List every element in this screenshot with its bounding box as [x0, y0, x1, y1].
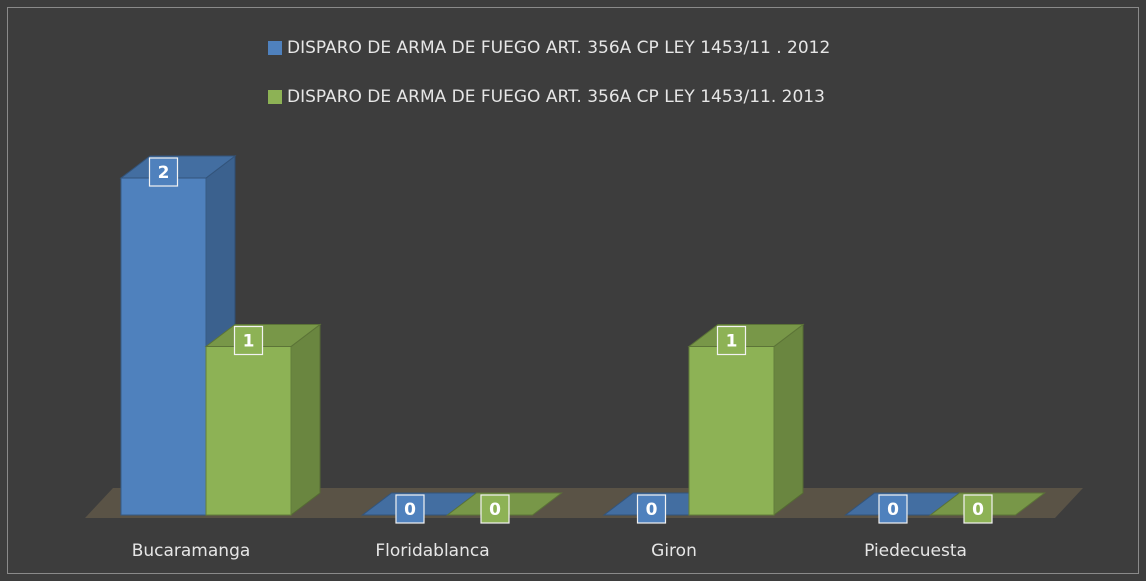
chart-border	[7, 7, 1139, 574]
data-label-box	[636, 494, 667, 524]
legend-label: DISPARO DE ARMA DE FUEGO ART. 356A CP LE…	[287, 87, 825, 107]
legend-swatch	[268, 41, 282, 55]
bar-front	[688, 346, 775, 516]
bar-front	[205, 346, 292, 516]
data-label: 2	[158, 163, 170, 183]
bar	[204, 323, 322, 517]
data-label-box	[148, 157, 179, 187]
data-label: 0	[404, 500, 416, 520]
floor	[85, 488, 1083, 518]
x-tick-label: Giron	[651, 541, 697, 561]
data-label: 0	[489, 500, 501, 520]
legend-swatch	[268, 90, 282, 104]
x-tick-label: Floridablanca	[375, 541, 489, 561]
bar-side	[773, 323, 804, 517]
data-label: 0	[646, 500, 658, 520]
data-label: 1	[726, 332, 738, 352]
data-label-box	[963, 494, 993, 524]
x-tick-label: Bucaramanga	[132, 541, 251, 561]
data-label-box	[716, 325, 747, 356]
legend-label: DISPARO DE ARMA DE FUEGO ART. 356A CP LE…	[287, 38, 830, 58]
data-label-box	[480, 494, 510, 524]
data-label-box	[878, 494, 908, 524]
bar-front	[120, 177, 207, 516]
bar-side	[290, 323, 321, 517]
data-label-box	[233, 325, 264, 356]
data-label: 0	[887, 500, 899, 520]
x-tick-label: Piedecuesta	[864, 541, 967, 561]
data-label-box	[395, 494, 425, 524]
data-label: 1	[243, 332, 255, 352]
data-label: 0	[972, 500, 984, 520]
bar	[687, 323, 805, 517]
